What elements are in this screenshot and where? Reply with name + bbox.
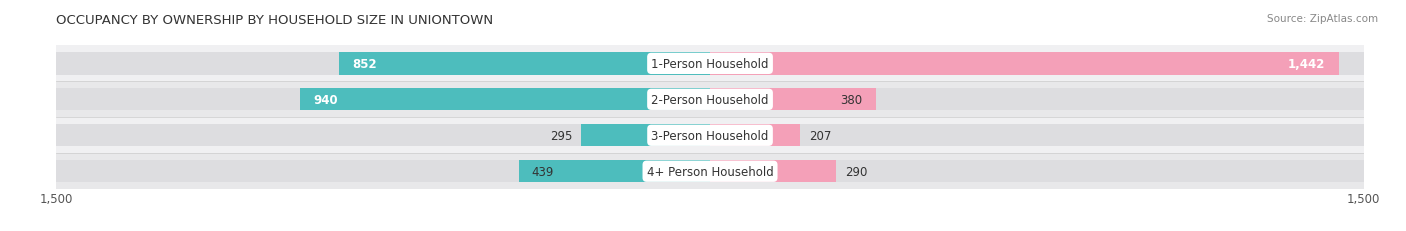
Bar — [710, 89, 1364, 111]
Text: 295: 295 — [550, 129, 572, 142]
Bar — [56, 160, 710, 183]
Text: 1,442: 1,442 — [1288, 58, 1326, 71]
Bar — [582, 125, 710, 147]
Bar — [56, 46, 1364, 82]
Text: Source: ZipAtlas.com: Source: ZipAtlas.com — [1267, 14, 1378, 24]
Text: 207: 207 — [808, 129, 831, 142]
Text: 1-Person Household: 1-Person Household — [651, 58, 769, 71]
Bar — [710, 125, 800, 147]
Bar — [56, 154, 1364, 189]
Bar — [710, 53, 1364, 75]
Bar — [56, 89, 710, 111]
Bar — [301, 89, 710, 111]
Bar — [339, 53, 710, 75]
Bar — [710, 125, 1364, 147]
Bar — [56, 82, 1364, 118]
Text: 852: 852 — [352, 58, 377, 71]
Text: 439: 439 — [531, 165, 554, 178]
Bar — [710, 160, 837, 183]
Text: 3-Person Household: 3-Person Household — [651, 129, 769, 142]
Text: 290: 290 — [845, 165, 868, 178]
Text: 2-Person Household: 2-Person Household — [651, 93, 769, 106]
Text: OCCUPANCY BY OWNERSHIP BY HOUSEHOLD SIZE IN UNIONTOWN: OCCUPANCY BY OWNERSHIP BY HOUSEHOLD SIZE… — [56, 14, 494, 27]
Text: 380: 380 — [841, 93, 862, 106]
Text: 4+ Person Household: 4+ Person Household — [647, 165, 773, 178]
Text: 940: 940 — [314, 93, 337, 106]
Bar — [56, 125, 710, 147]
Bar — [710, 89, 876, 111]
Bar — [710, 160, 1364, 183]
Bar — [56, 53, 710, 75]
Bar — [710, 53, 1339, 75]
Bar — [519, 160, 710, 183]
Bar — [56, 118, 1364, 154]
